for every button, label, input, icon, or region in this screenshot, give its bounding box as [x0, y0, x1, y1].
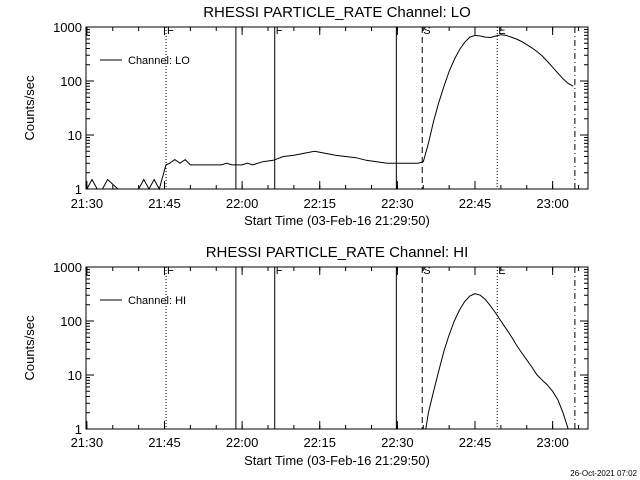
y-tick-label: 10	[68, 368, 82, 383]
y-tick-label: 1000	[53, 260, 82, 275]
x-tick-label: 21:30	[71, 196, 104, 211]
event-flag-label: E	[498, 25, 505, 37]
y-tick-label: 100	[60, 314, 82, 329]
y-tick-label: 100	[60, 74, 82, 89]
generation-timestamp: 26-Oct-2021 07:02	[570, 469, 637, 478]
x-tick-label: 22:00	[226, 196, 259, 211]
plot-frame	[85, 266, 589, 430]
event-flag-label: S	[423, 265, 430, 277]
plot-frame	[85, 26, 589, 190]
x-tick-label: 21:30	[71, 435, 104, 450]
chart-title: RHESSI PARTICLE_RATE Channel: HI	[206, 244, 469, 261]
x-tick-label: 23:00	[536, 196, 569, 211]
series-line-channel-lo	[86, 34, 574, 191]
hi-channel-panel: RHESSI PARTICLE_RATE Channel: HI 21:30 21:…	[22, 244, 589, 468]
event-flag-label: E	[498, 265, 505, 277]
legend-label: Channel: HI	[128, 295, 186, 307]
x-axis-label: Start Time (03-Feb-16 21:29:50)	[244, 453, 430, 468]
event-flag-label: F	[167, 265, 174, 277]
event-flag-label: F	[167, 25, 174, 37]
event-flag-label: F	[276, 265, 283, 277]
event-flag-label: F	[276, 25, 283, 37]
x-axis-label: Start Time (03-Feb-16 21:29:50)	[244, 213, 430, 228]
legend-label: Channel: LO	[128, 55, 190, 67]
event-flag-label: S	[423, 25, 430, 37]
x-tick-label: 23:00	[536, 435, 569, 450]
x-tick-label: 22:15	[303, 196, 336, 211]
x-tick-label: 22:45	[459, 435, 492, 450]
y-axis-label: Counts/sec	[22, 75, 37, 141]
x-tick-label: 22:30	[381, 435, 414, 450]
lo-channel-panel: RHESSI PARTICLE_RATE Channel: LO 21:30 21:…	[22, 4, 589, 228]
series-line-channel-hi	[425, 293, 569, 430]
x-tick-label: 22:30	[381, 196, 414, 211]
y-tick-label: 1	[75, 422, 82, 437]
y-tick-label: 10	[68, 128, 82, 143]
x-tick-label: 22:15	[303, 435, 336, 450]
x-tick-label: 22:45	[459, 196, 492, 211]
y-tick-label: 1	[75, 182, 82, 197]
x-tick-label: 21:45	[148, 435, 181, 450]
x-tick-label: 21:45	[148, 196, 181, 211]
y-tick-label: 1000	[53, 20, 82, 35]
chart-title: RHESSI PARTICLE_RATE Channel: LO	[203, 4, 471, 21]
x-tick-label: 22:00	[226, 435, 259, 450]
y-axis-label: Counts/sec	[22, 315, 37, 381]
